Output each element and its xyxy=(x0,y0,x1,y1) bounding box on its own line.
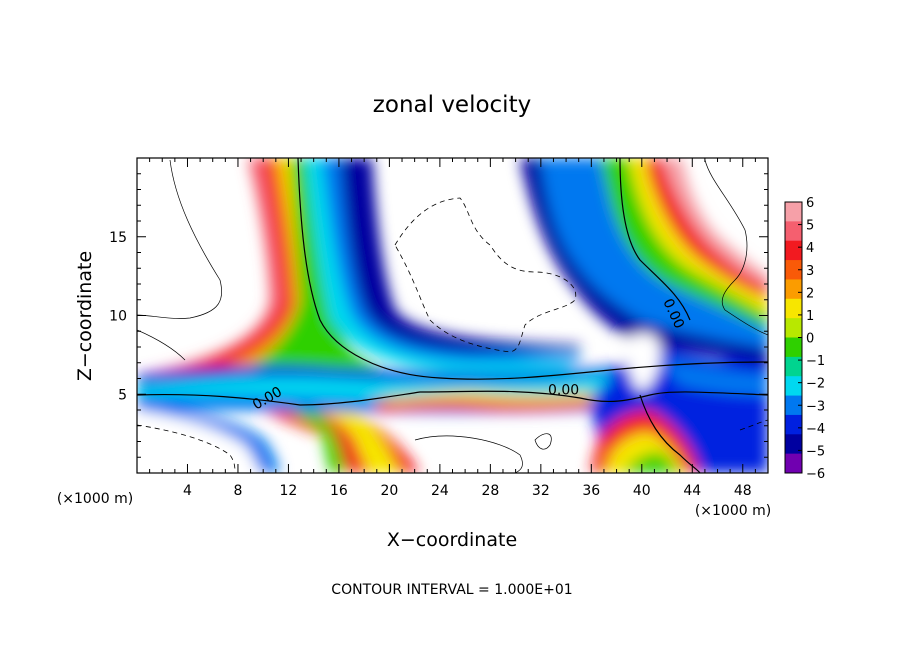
colorbar-tick-label: 4 xyxy=(806,241,814,256)
y-axis-ticks: 5 10 15 xyxy=(109,173,768,458)
contour-lines xyxy=(137,158,768,473)
colorbar-tick-label: 3 xyxy=(806,264,814,279)
velocity-field xyxy=(137,158,768,473)
colorbar-tick-label: −2 xyxy=(806,377,825,392)
colorbar-tick-label: 0 xyxy=(806,332,814,347)
x-axis-label: X−coordinate xyxy=(387,529,517,551)
colorbar-tick-label: 5 xyxy=(806,219,814,234)
colorbar-swatch xyxy=(785,318,802,338)
contour-zero-lower xyxy=(137,390,768,406)
colorbar-tick-label: −5 xyxy=(806,444,825,459)
x-tick-label: 32 xyxy=(532,483,550,499)
contour-interval-note: CONTOUR INTERVAL = 1.000E+01 xyxy=(331,582,572,598)
colorbar-swatch xyxy=(785,414,802,435)
x-tick-label: 40 xyxy=(633,483,651,499)
colorbar-tick-label: 1 xyxy=(806,309,814,324)
colorbar-tick-label: −3 xyxy=(806,399,825,414)
contour-label: 0.00 xyxy=(548,382,579,398)
contour-negative-dashed xyxy=(137,197,768,473)
colorbar-swatch xyxy=(785,337,802,358)
colorbar-swatch xyxy=(785,279,802,300)
x-tick-label: 12 xyxy=(280,483,298,499)
colorbar-swatch xyxy=(785,260,802,280)
colorbar-tick-label: −4 xyxy=(806,422,825,437)
x-tick-label: 16 xyxy=(330,483,348,499)
x-tick-label: 44 xyxy=(683,483,701,499)
colorbar-swatch xyxy=(785,221,802,242)
x-tick-label: 48 xyxy=(734,483,752,499)
y-tick-label: 15 xyxy=(109,230,127,246)
x-unit-note-left: (×1000 m) xyxy=(57,491,133,507)
x-unit-note-right: (×1000 m) xyxy=(695,503,771,519)
colorbar-swatch xyxy=(785,453,802,474)
x-tick-label: 4 xyxy=(183,483,192,499)
colorbar-tick-label: −6 xyxy=(806,467,825,482)
colorbar-swatch xyxy=(785,298,802,319)
colorbar-swatch xyxy=(785,434,802,455)
colorbar-swatch xyxy=(785,376,802,397)
y-tick-label: 5 xyxy=(118,387,127,403)
x-tick-label: 20 xyxy=(380,483,398,499)
colorbar-swatch xyxy=(785,395,802,416)
y-tick-label: 10 xyxy=(109,309,127,325)
colorbar-tick-label: 6 xyxy=(806,196,814,211)
colorbar-swatch xyxy=(785,202,802,222)
x-tick-label: 8 xyxy=(233,483,242,499)
contour-positive-thin xyxy=(137,159,768,473)
chart-title: zonal velocity xyxy=(373,92,531,118)
colorbar-tick-label: −1 xyxy=(806,354,825,369)
x-axis-ticks: 4 8 12 16 20 24 28 32 36 40 44 48 xyxy=(149,158,756,499)
x-tick-label: 36 xyxy=(582,483,600,499)
contour-zero-right xyxy=(619,158,691,321)
contour-zero-lower-right xyxy=(639,394,701,473)
colorbar-swatch xyxy=(785,356,802,377)
colorbar-swatch xyxy=(785,240,802,261)
x-tick-label: 28 xyxy=(481,483,499,499)
x-tick-label: 24 xyxy=(431,483,449,499)
contour-zero-upper xyxy=(297,158,768,380)
colorbar: 6 5 4 3 2 1 0 −1 −2 −3 −4 −5 −6 xyxy=(784,196,825,482)
y-axis-label: Z−coordinate xyxy=(74,251,96,381)
colorbar-tick-label: 2 xyxy=(806,286,814,301)
